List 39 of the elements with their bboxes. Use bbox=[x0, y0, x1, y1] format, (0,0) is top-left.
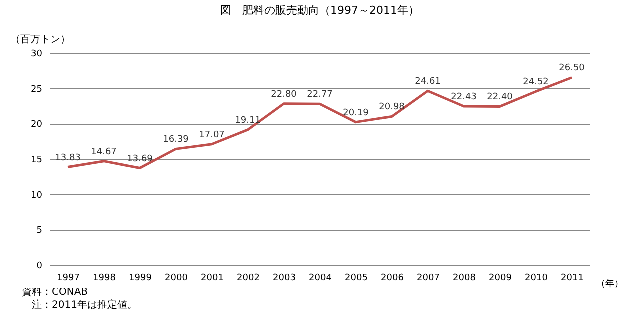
data-label: 24.61 bbox=[415, 77, 441, 88]
x-tick-label: 1998 bbox=[93, 274, 116, 284]
x-tick-label: 2010 bbox=[525, 274, 548, 284]
data-label: 19.11 bbox=[235, 116, 261, 126]
x-tick-label: 1999 bbox=[129, 274, 152, 284]
data-label: 22.43 bbox=[451, 92, 477, 102]
y-tick-label: 5 bbox=[36, 226, 42, 236]
x-tick-label: 1997 bbox=[57, 274, 80, 284]
data-label: 17.07 bbox=[199, 130, 225, 140]
x-tick-label: 2011 bbox=[561, 274, 584, 284]
data-label: 24.52 bbox=[523, 78, 549, 88]
chart-title: 図 肥料の販売動向（1997～2011年） bbox=[220, 4, 420, 17]
y-tick-label: 20 bbox=[31, 120, 43, 130]
x-tick-label: 2007 bbox=[417, 274, 440, 284]
y-tick-label: 30 bbox=[31, 50, 43, 60]
x-tick-label: 2002 bbox=[237, 274, 260, 284]
x-tick-label: 2006 bbox=[381, 274, 404, 284]
x-tick-label: 2008 bbox=[453, 274, 476, 284]
x-tick-label: 2000 bbox=[165, 274, 188, 284]
data-label: 26.50 bbox=[559, 64, 586, 74]
data-label: 20.98 bbox=[379, 102, 406, 113]
data-label: 22.77 bbox=[307, 90, 333, 100]
x-axis-title: （年） bbox=[596, 278, 624, 290]
data-label: 22.40 bbox=[487, 92, 514, 103]
data-label: 14.67 bbox=[91, 147, 117, 158]
y-tick-label: 25 bbox=[31, 84, 42, 95]
data-label: 22.80 bbox=[271, 90, 298, 100]
text: 注：2011年は推定値。 bbox=[31, 299, 138, 312]
x-tick-label: 2001 bbox=[201, 274, 224, 284]
x-tick-label: 2004 bbox=[309, 274, 332, 284]
x-tick-label: 2003 bbox=[273, 274, 296, 284]
y-tick-label: 0 bbox=[36, 262, 43, 272]
data-label: 20.19 bbox=[343, 108, 370, 118]
y-tick-label: 15 bbox=[31, 156, 42, 166]
y-axis-title: （百万トン） bbox=[10, 34, 70, 46]
data-label: 16.39 bbox=[163, 135, 190, 146]
x-tick-label: 2005 bbox=[345, 274, 368, 284]
y-tick-label: 10 bbox=[31, 190, 43, 201]
x-tick-label: 2009 bbox=[489, 274, 512, 284]
